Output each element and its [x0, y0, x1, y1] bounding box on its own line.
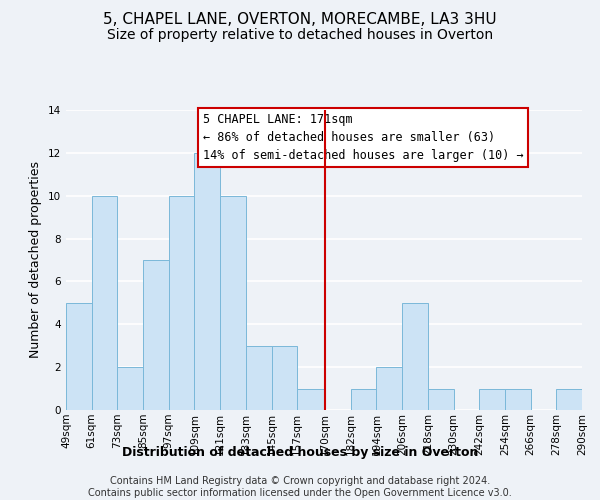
- Text: Distribution of detached houses by size in Overton: Distribution of detached houses by size …: [122, 446, 478, 459]
- Bar: [402, 303, 428, 410]
- Bar: [297, 388, 325, 410]
- Text: 5 CHAPEL LANE: 171sqm
← 86% of detached houses are smaller (63)
14% of semi-deta: 5 CHAPEL LANE: 171sqm ← 86% of detached …: [203, 113, 523, 162]
- Text: Size of property relative to detached houses in Overton: Size of property relative to detached ho…: [107, 28, 493, 42]
- Text: 5, CHAPEL LANE, OVERTON, MORECAMBE, LA3 3HU: 5, CHAPEL LANE, OVERTON, MORECAMBE, LA3 …: [103, 12, 497, 28]
- Bar: [143, 260, 169, 410]
- Bar: [351, 388, 376, 410]
- Bar: [479, 388, 505, 410]
- Bar: [66, 303, 92, 410]
- Bar: [428, 388, 454, 410]
- Bar: [169, 196, 194, 410]
- Bar: [92, 196, 118, 410]
- Bar: [505, 388, 530, 410]
- Bar: [556, 388, 582, 410]
- Y-axis label: Number of detached properties: Number of detached properties: [29, 162, 43, 358]
- Bar: [118, 367, 143, 410]
- Bar: [376, 367, 402, 410]
- Bar: [194, 153, 220, 410]
- Text: Contains HM Land Registry data © Crown copyright and database right 2024.: Contains HM Land Registry data © Crown c…: [110, 476, 490, 486]
- Bar: [246, 346, 272, 410]
- Bar: [272, 346, 297, 410]
- Bar: [220, 196, 246, 410]
- Text: Contains public sector information licensed under the Open Government Licence v3: Contains public sector information licen…: [88, 488, 512, 498]
